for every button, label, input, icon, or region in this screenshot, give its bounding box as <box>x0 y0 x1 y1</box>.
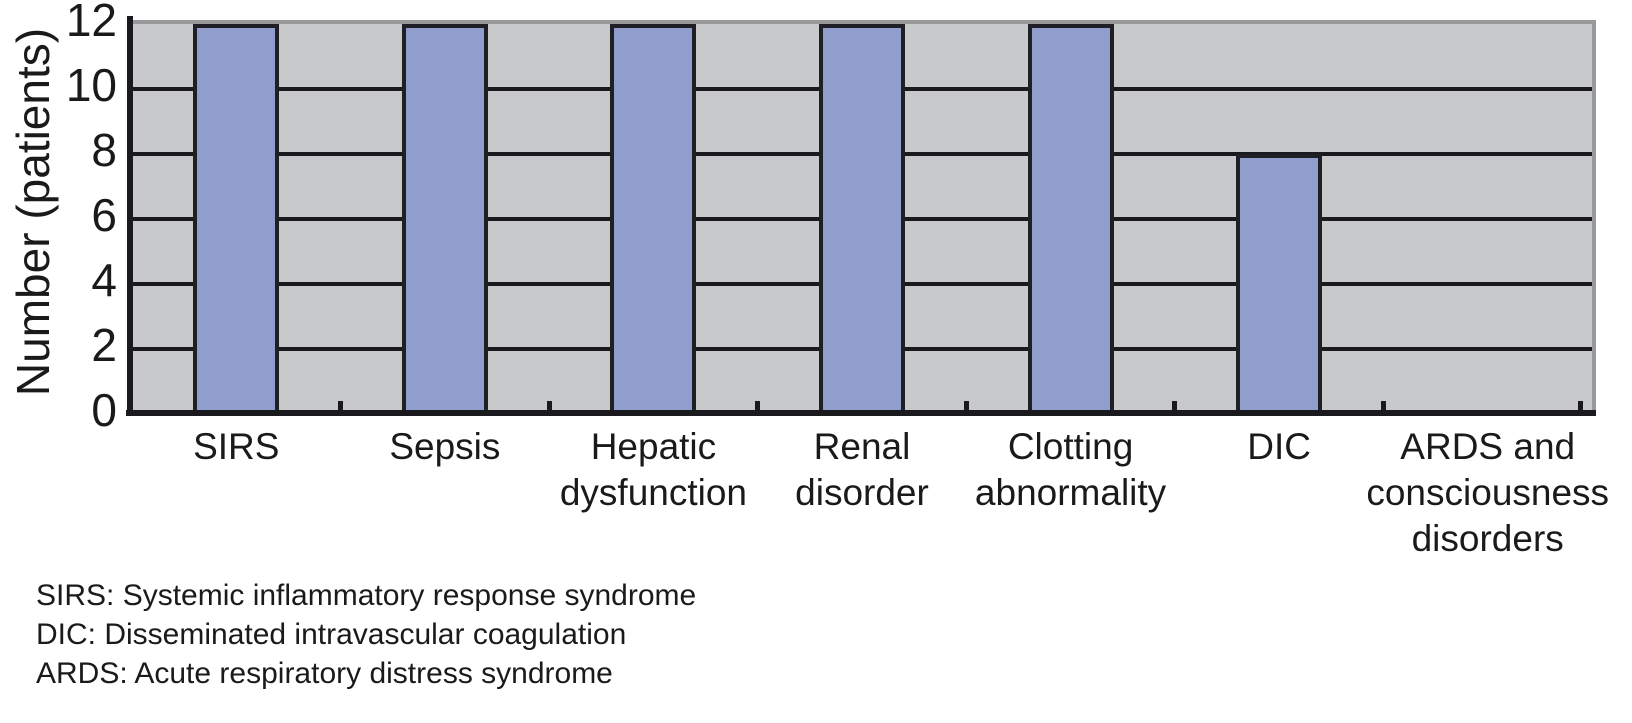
bar <box>1027 24 1114 414</box>
x-axis-tick <box>1172 401 1178 414</box>
bar <box>1236 154 1323 414</box>
x-axis-tick <box>546 401 552 414</box>
x-category-label: Hepatic dysfunction <box>559 426 748 513</box>
footnote-line: ARDS: Acute respiratory distress syndrom… <box>36 657 613 690</box>
x-axis-tick <box>1578 401 1583 414</box>
y-tick-label: 10 <box>65 59 117 111</box>
bar <box>819 24 905 414</box>
footnote-line: SIRS: Systemic inflammatory response syn… <box>36 579 697 612</box>
y-tick-label: 8 <box>91 124 117 176</box>
y-tick-label: 4 <box>91 254 117 306</box>
x-category-label: SIRS <box>193 426 280 467</box>
plot-area <box>132 20 1596 414</box>
y-tick-label: 6 <box>91 189 117 241</box>
x-axis-tick <box>963 401 969 414</box>
x-axis-line <box>126 410 1596 416</box>
x-category-label: DIC <box>1247 426 1312 467</box>
y-tick-label: 12 <box>65 0 117 46</box>
x-category-label: Renal disorder <box>795 426 929 513</box>
x-axis-tick <box>1380 401 1386 414</box>
x-axis-tick <box>755 401 761 414</box>
y-tick-label: 0 <box>91 384 117 436</box>
bar <box>401 24 488 414</box>
footnotes: SIRS: Systemic inflammatory response syn… <box>36 576 696 693</box>
y-tick-label: 2 <box>91 319 117 371</box>
y-axis-line <box>127 16 133 416</box>
footnote-line: DIC: Disseminated intravascular coagulat… <box>36 618 627 651</box>
x-category-label: Sepsis <box>389 426 501 467</box>
x-category-label: Clotting abnormality <box>974 426 1167 513</box>
bar <box>193 24 280 414</box>
x-category-label: ARDS and consciousness disorders <box>1366 426 1610 559</box>
bar <box>610 24 697 414</box>
x-axis-tick <box>338 401 344 414</box>
